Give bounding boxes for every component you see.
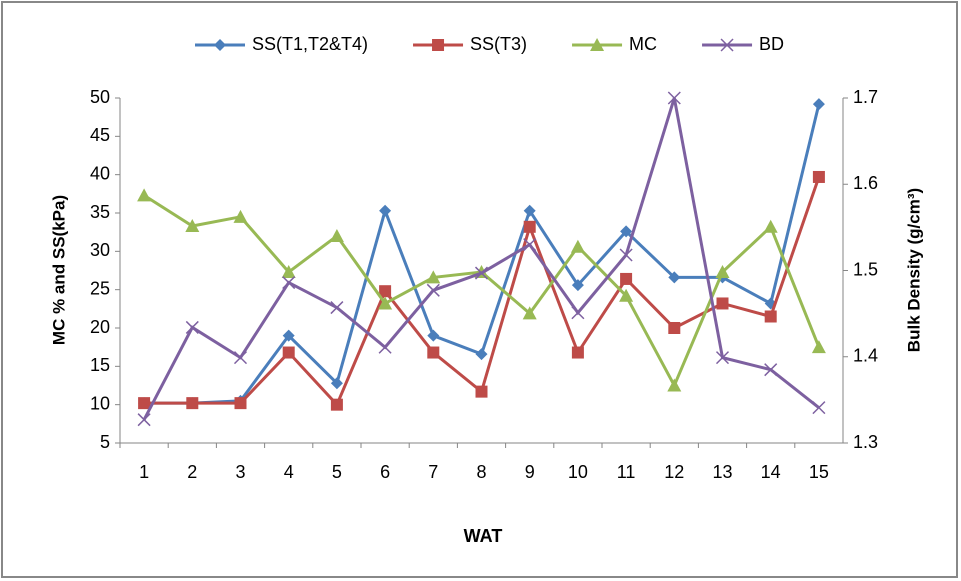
data-point [475, 385, 488, 398]
x-tick-label: 6 [380, 462, 390, 482]
data-point [667, 378, 682, 392]
y2-tick-label: 1.5 [853, 259, 878, 279]
data-point [378, 340, 392, 354]
y-tick-label: 50 [90, 87, 110, 107]
data-point [667, 91, 681, 105]
x-tick-label: 7 [428, 462, 438, 482]
data-point [620, 272, 633, 285]
data-point [812, 170, 825, 183]
data-point [571, 279, 584, 292]
y-tick-label: 5 [100, 432, 110, 452]
x-tick-label: 2 [187, 462, 197, 482]
data-point [138, 397, 151, 410]
y-tick-label: 10 [90, 393, 110, 413]
data-point [668, 322, 681, 334]
data-point [185, 219, 200, 233]
data-point [571, 306, 585, 320]
data-point [281, 265, 296, 279]
data-point [426, 270, 441, 284]
data-point [379, 285, 392, 298]
data-point [668, 271, 681, 284]
data-point [427, 346, 440, 359]
data-point [233, 351, 248, 365]
x-tick-label: 1 [139, 462, 149, 482]
legend-label: MC [629, 34, 657, 54]
data-point [427, 329, 440, 342]
y-tick-label: 15 [90, 355, 110, 375]
data-point [619, 248, 633, 262]
data-point [137, 188, 152, 202]
x-tick-label: 13 [712, 462, 732, 482]
data-point [716, 297, 729, 310]
data-point [330, 301, 344, 315]
legend-marker [720, 38, 734, 52]
data-point [812, 98, 825, 111]
data-point [715, 265, 730, 279]
data-point [475, 348, 488, 361]
data-point [523, 238, 537, 252]
y2-tick-label: 1.4 [853, 346, 878, 366]
y2-tick-label: 1.3 [853, 432, 878, 452]
data-point [185, 320, 199, 334]
data-point [523, 220, 536, 233]
data-point [186, 397, 199, 410]
legend-marker [432, 39, 445, 51]
data-point [282, 329, 295, 342]
y-axis-label: MC % and SS(kPa) [49, 195, 68, 345]
data-point [620, 225, 633, 238]
data-point [234, 397, 247, 410]
data-point [811, 340, 826, 354]
data-point [523, 204, 536, 217]
y-tick-label: 45 [90, 125, 110, 145]
x-tick-label: 3 [235, 462, 245, 482]
x-tick-label: 11 [617, 462, 636, 482]
x-tick-label: 8 [476, 462, 486, 482]
data-point [522, 306, 537, 320]
x-tick-label: 15 [809, 462, 829, 482]
x-tick-label: 5 [332, 462, 342, 482]
data-point [330, 377, 343, 390]
y-tick-label: 20 [90, 317, 110, 337]
x-axis-label: WAT [464, 526, 503, 546]
data-point [282, 346, 295, 359]
y2-axis-label: Bulk Density (g/cm³) [904, 188, 923, 352]
y-tick-label: 25 [90, 278, 110, 298]
legend-label: SS(T1,T2&T4) [252, 34, 368, 54]
data-point [715, 351, 730, 365]
legend-marker [214, 39, 226, 51]
data-point [282, 276, 296, 290]
x-tick-label: 10 [568, 462, 588, 482]
y2-tick-label: 1.7 [853, 87, 878, 107]
x-tick-label: 12 [664, 462, 684, 482]
y-tick-label: 40 [90, 163, 110, 183]
data-point [571, 346, 584, 359]
data-point [329, 229, 344, 242]
data-point [378, 296, 393, 310]
legend-marker [590, 38, 605, 51]
data-point [426, 283, 440, 297]
data-point [812, 401, 826, 415]
y-tick-label: 35 [90, 202, 110, 222]
x-tick-label: 4 [284, 462, 294, 482]
data-point [570, 239, 585, 253]
data-point [619, 288, 634, 302]
x-tick-label: 9 [525, 462, 535, 482]
legend-label: SS(T3) [470, 34, 527, 54]
legend-label: BD [759, 34, 784, 54]
x-tick-label: 14 [761, 462, 781, 482]
data-point [233, 209, 248, 223]
data-point [764, 310, 777, 323]
data-point [137, 413, 151, 427]
y2-tick-label: 1.6 [853, 173, 878, 193]
data-point [763, 219, 778, 233]
data-point [764, 363, 778, 377]
y-tick-label: 30 [90, 240, 110, 260]
data-point [379, 204, 392, 217]
data-point [330, 398, 343, 411]
data-point [474, 266, 489, 280]
